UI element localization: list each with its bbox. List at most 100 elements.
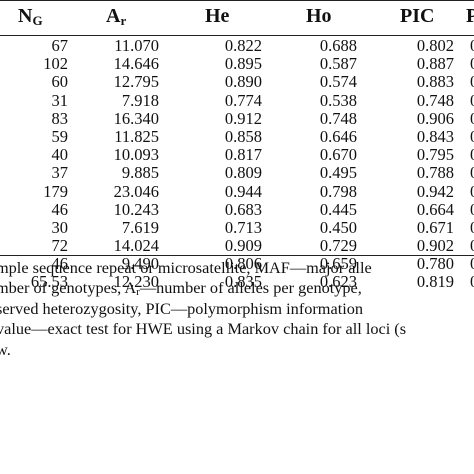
header-p: P <box>466 5 474 27</box>
cell-he: 0.835 <box>224 272 262 292</box>
table-row: 67 11.070 0.822 0.688 0.802 0.1 <box>0 36 474 55</box>
cell-ng: 83 <box>51 108 69 128</box>
cell-ho: 0.748 <box>319 108 357 128</box>
cell-he: 0.909 <box>224 236 262 256</box>
cell-ho: 0.623 <box>319 272 357 292</box>
cell-p: 0.2 <box>470 255 474 273</box>
cell-p: 0.4 <box>470 200 474 219</box>
cell-ng: 102 <box>43 54 68 74</box>
cell-pic: 0.788 <box>416 163 454 183</box>
header-ng: NG <box>18 5 43 28</box>
cell-p: 0.3 <box>470 54 474 73</box>
cell-ar: 12.795 <box>113 72 159 92</box>
cell-ar: 7.619 <box>121 217 159 237</box>
cell-ng: 30 <box>51 217 69 237</box>
table-row: 60 12.795 0.890 0.574 0.883 0.2 <box>0 73 474 91</box>
cell-he: 0.817 <box>224 145 262 165</box>
cell-pic: 0.819 <box>416 272 454 292</box>
table-header-rule <box>0 35 474 36</box>
table-row: 179 23.046 0.944 0.798 0.942 0.1 <box>0 181 474 201</box>
cell-pic: 0.942 <box>416 181 454 201</box>
cell-ho: 0.729 <box>319 236 357 256</box>
cell-pic: 0.906 <box>416 108 454 128</box>
cell-pic: 0.748 <box>416 90 454 110</box>
table-row: 40 10.093 0.817 0.670 0.795 0.2 <box>0 145 474 165</box>
cell-p: 0.2 <box>470 73 474 91</box>
table-row: 37 9.885 0.809 0.495 0.788 0.3 <box>0 164 474 182</box>
cell-ho: 0.574 <box>319 72 357 92</box>
cell-pic: 0.780 <box>416 254 454 274</box>
cell-ho: 0.659 <box>319 254 357 274</box>
table-row: 30 7.619 0.713 0.450 0.671 0.3 <box>0 217 474 237</box>
table-row: 46 9.490 0.806 0.659 0.780 0.2 <box>0 255 474 273</box>
cell-p: 0.1 <box>470 182 474 201</box>
cell-pic: 0.902 <box>416 236 454 256</box>
cell-ho: 0.670 <box>319 145 357 165</box>
cell-he: 0.713 <box>224 217 262 237</box>
footnote-line-4: value—exact test for HWE using a Markov … <box>0 319 407 339</box>
cell-ng: 72 <box>51 236 69 256</box>
cell-he: 0.890 <box>224 72 262 92</box>
cell-ar: 23.046 <box>113 181 159 201</box>
cell-he: 0.912 <box>224 108 262 128</box>
cell-ng: 65.53 <box>30 272 68 292</box>
cell-ng: 59 <box>51 126 69 146</box>
cell-ng: 67 <box>51 36 69 55</box>
cell-ho: 0.798 <box>319 181 357 201</box>
cell-pic: 0.843 <box>416 126 454 146</box>
cell-he: 0.858 <box>224 126 262 146</box>
cell-ar: 10.093 <box>113 145 159 165</box>
cell-ng: 46 <box>51 254 69 274</box>
cell-ng: 31 <box>51 90 69 110</box>
cell-p: 0.2 <box>470 127 474 146</box>
table-row: 83 16.340 0.912 0.748 0.906 0.1 <box>0 108 474 128</box>
cell-he: 0.774 <box>224 90 262 110</box>
header-ar: Ar <box>106 5 127 28</box>
cell-ho: 0.587 <box>319 54 357 74</box>
cell-p: 0.3 <box>470 91 474 110</box>
cell-ar: 14.646 <box>113 54 159 74</box>
header-he: He <box>205 5 230 27</box>
cell-pic: 0.664 <box>416 199 454 219</box>
cell-he: 0.944 <box>224 181 262 201</box>
cell-ho: 0.495 <box>319 163 357 183</box>
cell-p: 0.1 <box>470 109 474 128</box>
cell-ar: 9.490 <box>121 254 159 274</box>
cell-ar: 14.024 <box>113 236 159 256</box>
cell-ho: 0.538 <box>319 90 357 110</box>
cell-ho: 0.445 <box>319 199 357 219</box>
cell-p: 0.3 <box>470 218 474 237</box>
table-row: 46 10.243 0.683 0.445 0.664 0.4 <box>0 199 474 219</box>
cell-p: 0.1 <box>470 236 474 255</box>
cell-ar: 9.885 <box>121 163 159 183</box>
cell-pic: 0.671 <box>416 217 454 237</box>
table-row: 102 14.646 0.895 0.587 0.887 0.3 <box>0 54 474 74</box>
table-header: NG Ar He Ho PIC P <box>0 0 474 35</box>
table-body: 67 11.070 0.822 0.688 0.802 0.1 102 14.646 0.895… <box>0 36 474 292</box>
table-bottom-rule <box>0 255 474 256</box>
cell-ar: 10.243 <box>113 199 159 219</box>
cell-ng: 40 <box>51 145 69 165</box>
cell-he: 0.809 <box>224 163 262 183</box>
cell-ar: 11.070 <box>114 36 159 55</box>
cell-ar: 12.230 <box>113 272 159 292</box>
cell-p: 0.2 <box>470 273 474 291</box>
footnote-line-3: served heterozygosity, PIC—polymorphism … <box>0 298 364 318</box>
cell-ng: 37 <box>51 163 69 183</box>
footnote-line-5: w. <box>0 339 11 359</box>
cell-p: 0.1 <box>470 36 474 55</box>
cell-ho: 0.450 <box>319 217 357 237</box>
table-top-rule <box>0 0 474 1</box>
footnote-line-1: mple sequence repeat or microsatellite, … <box>0 258 372 277</box>
cell-pic: 0.795 <box>416 145 454 165</box>
cell-he: 0.683 <box>224 199 262 219</box>
header-ho: Ho <box>306 5 332 27</box>
table-row: 65.53 12.230 0.835 0.623 0.819 0.2 <box>0 273 474 291</box>
cell-ar: 16.340 <box>113 108 159 128</box>
cell-ng: 46 <box>51 199 69 219</box>
table-row: 31 7.918 0.774 0.538 0.748 0.3 <box>0 90 474 110</box>
cell-ho: 0.646 <box>319 126 357 146</box>
header-pic: PIC <box>400 5 435 27</box>
cell-ar: 7.918 <box>121 90 159 110</box>
